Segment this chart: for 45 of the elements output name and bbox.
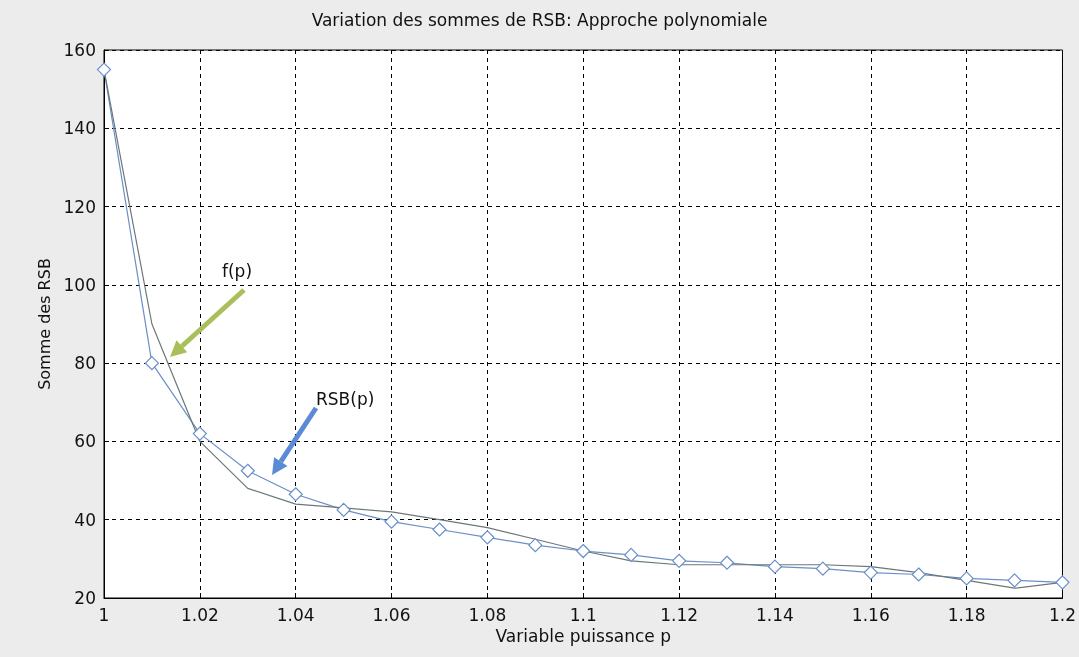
point — [432, 522, 447, 537]
y-axis-title: Somme des RSB — [35, 258, 55, 390]
y-tick-label: 100 — [63, 274, 96, 295]
y-tick-label: 40 — [74, 509, 96, 530]
y-tick-label: 160 — [63, 40, 96, 60]
point — [815, 561, 830, 576]
point — [240, 463, 255, 478]
x-tick-label: 1.1 — [569, 604, 597, 625]
point — [576, 543, 591, 559]
y-tick-label: 140 — [63, 118, 96, 139]
x-tick-label: 1.04 — [276, 604, 315, 625]
chart-title: Variation des sommes de RSB: Approche polynomiale — [311, 9, 768, 30]
x-tick-label: 1.14 — [756, 604, 794, 625]
x-axis-title: Variable puissance p — [495, 626, 671, 647]
point — [767, 559, 783, 574]
point — [336, 502, 351, 518]
x-tick-label: 1.02 — [180, 604, 219, 625]
point — [480, 530, 495, 545]
x-tick-label: 1.12 — [660, 604, 699, 625]
annotation: RSB(p) — [316, 389, 375, 409]
point — [288, 487, 303, 502]
point — [1007, 573, 1022, 588]
x-tick-label: 1.2 — [1048, 604, 1077, 625]
point — [96, 62, 112, 77]
y-tick-label: 20 — [74, 588, 96, 608]
point — [719, 555, 735, 570]
point — [144, 356, 160, 371]
y-tick-label: 80 — [74, 353, 96, 374]
y-tick-label: 120 — [63, 196, 96, 217]
point — [528, 538, 543, 553]
annotation: f(p) — [222, 261, 253, 281]
x-tick-label: 1.16 — [851, 604, 890, 625]
x-tick-label: 1.08 — [468, 604, 507, 625]
point — [863, 565, 878, 580]
x-tick-label: 1 — [98, 604, 110, 625]
point — [959, 571, 974, 586]
point — [1055, 575, 1070, 590]
point — [624, 547, 639, 563]
point — [671, 553, 687, 568]
y-tick-label: 60 — [74, 431, 96, 452]
point — [192, 426, 207, 441]
point — [384, 514, 399, 529]
point — [911, 567, 926, 582]
x-tick-label: 1.18 — [947, 604, 986, 625]
x-tick-label: 1.06 — [372, 604, 411, 625]
